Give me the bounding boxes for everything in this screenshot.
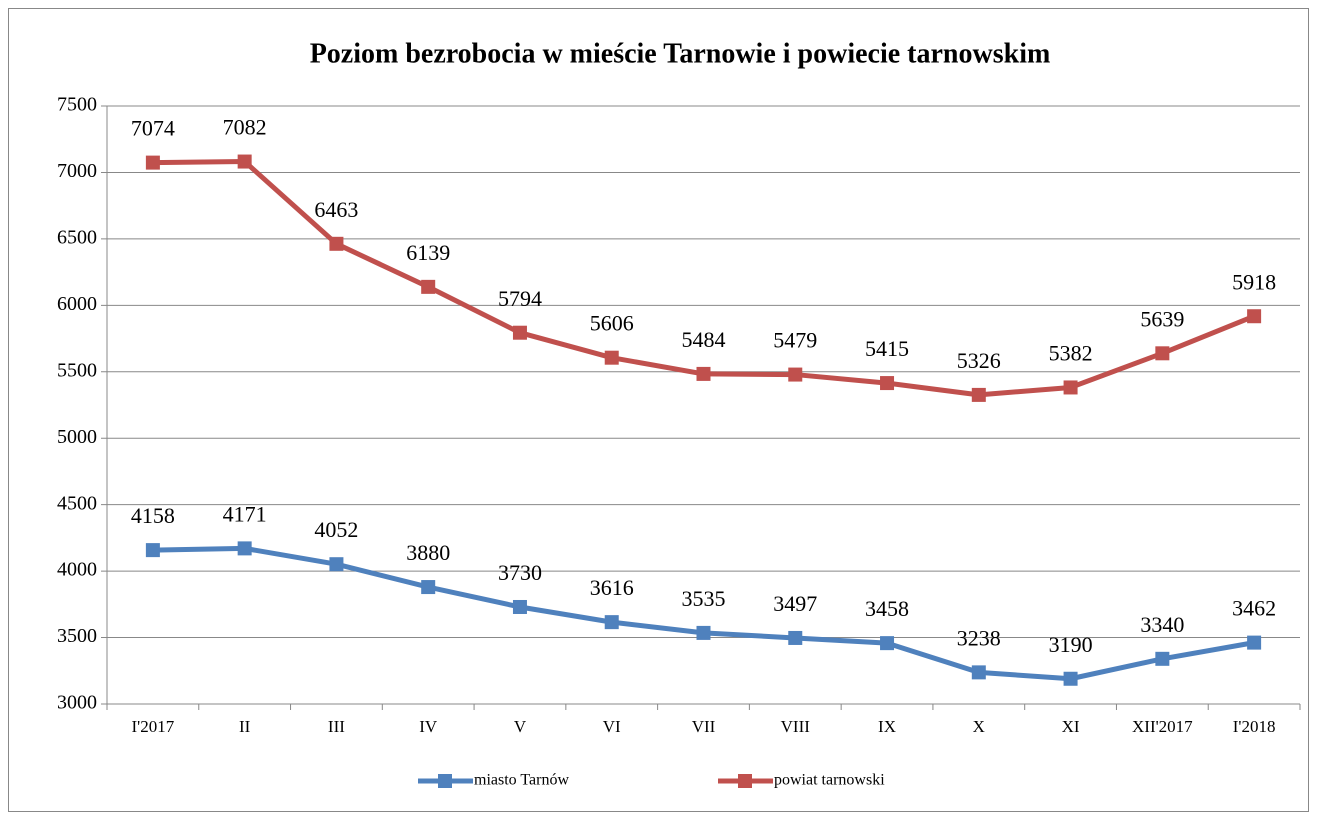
x-tick-label: X: [973, 717, 985, 736]
data-label: 5918: [1232, 269, 1276, 294]
y-tick-label: 3500: [57, 625, 97, 647]
data-label: 3497: [773, 591, 817, 616]
point-marker: [145, 543, 160, 558]
data-label: 3190: [1049, 632, 1093, 657]
point-marker: [1063, 671, 1078, 686]
y-tick-label: 5500: [57, 359, 97, 381]
point-marker: [880, 636, 895, 651]
data-label: 6463: [314, 197, 358, 222]
y-tick-label: 5000: [57, 426, 97, 448]
point-marker: [329, 236, 344, 251]
x-tick-label: I'2018: [1233, 717, 1276, 736]
y-tick-label: 7500: [57, 94, 97, 116]
chart-frame: [8, 8, 1309, 812]
point-marker: [880, 376, 895, 391]
point-marker: [696, 625, 711, 640]
point-marker: [696, 366, 711, 381]
data-label: 3340: [1140, 612, 1184, 637]
data-label: 5639: [1140, 306, 1184, 331]
data-label: 3462: [1232, 596, 1276, 621]
point-marker: [604, 350, 619, 365]
point-marker: [1247, 309, 1262, 324]
data-label: 6139: [406, 240, 450, 265]
x-tick-label: I'2017: [132, 717, 175, 736]
x-tick-label: XII'2017: [1132, 717, 1193, 736]
data-label: 3730: [498, 560, 542, 585]
x-tick-label: IX: [878, 717, 896, 736]
y-tick-label: 4000: [57, 559, 97, 581]
point-marker: [512, 599, 527, 614]
point-marker: [421, 279, 436, 294]
y-tick-label: 6500: [57, 226, 97, 248]
point-marker: [604, 615, 619, 630]
legend-label: miasto Tarnów: [474, 772, 569, 789]
data-label: 3616: [590, 575, 634, 600]
data-label: 3535: [682, 586, 726, 611]
point-marker: [971, 387, 986, 402]
point-marker: [145, 155, 160, 170]
point-marker: [421, 580, 436, 595]
point-marker: [1155, 346, 1170, 361]
point-marker: [1155, 651, 1170, 666]
legend-marker: [738, 774, 752, 788]
data-label: 5415: [865, 336, 909, 361]
data-label: 3238: [957, 625, 1001, 650]
x-tick-label: V: [514, 717, 527, 736]
data-label: 4171: [223, 501, 267, 526]
point-marker: [971, 665, 986, 680]
point-marker: [788, 367, 803, 382]
x-tick-label: II: [239, 717, 251, 736]
data-label: 5484: [682, 327, 726, 352]
data-label: 3458: [865, 596, 909, 621]
y-tick-label: 3000: [57, 692, 97, 714]
legend-label: powiat tarnowski: [774, 772, 885, 789]
point-marker: [788, 630, 803, 645]
y-tick-label: 4500: [57, 492, 97, 514]
x-tick-label: III: [328, 717, 345, 736]
x-tick-label: VI: [603, 717, 621, 736]
data-label: 7082: [223, 115, 267, 140]
x-tick-label: XI: [1062, 717, 1080, 736]
point-marker: [512, 325, 527, 340]
data-label: 3880: [406, 540, 450, 565]
data-label: 4052: [314, 517, 358, 542]
data-label: 5479: [773, 328, 817, 353]
point-marker: [237, 154, 252, 169]
data-label: 5606: [590, 311, 634, 336]
point-marker: [329, 557, 344, 572]
data-label: 4158: [131, 503, 175, 528]
data-label: 5326: [957, 348, 1001, 373]
x-tick-label: VII: [692, 717, 716, 736]
y-tick-label: 6000: [57, 293, 97, 315]
point-marker: [1247, 635, 1262, 650]
chart-title: Poziom bezrobocia w mieście Tarnowie i p…: [310, 38, 1051, 69]
data-label: 5382: [1049, 341, 1093, 366]
legend-marker: [438, 774, 452, 788]
point-marker: [237, 541, 252, 556]
y-tick-label: 7000: [57, 160, 97, 182]
data-label: 5794: [498, 286, 542, 311]
x-tick-label: VIII: [781, 717, 811, 736]
data-label: 7074: [131, 116, 175, 141]
point-marker: [1063, 380, 1078, 395]
x-tick-label: IV: [419, 717, 438, 736]
